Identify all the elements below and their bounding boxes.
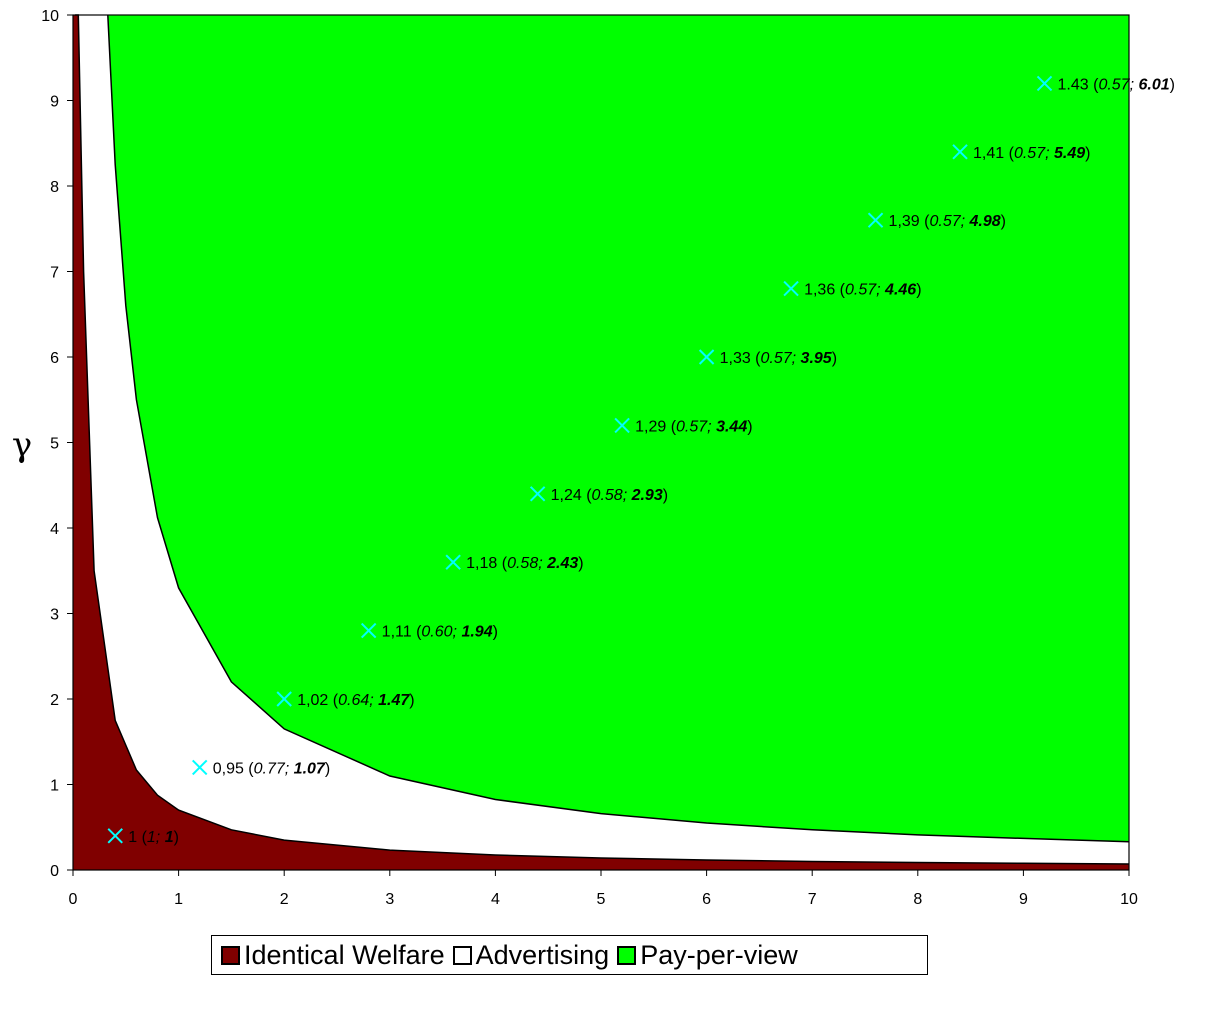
data-point-label: 1.43 (0.57; 6.01) — [1058, 76, 1175, 93]
data-point-marker — [529, 486, 546, 502]
data-point: 1,29 (0.57; 3.44) — [614, 417, 753, 435]
data-point-label: 1,24 (0.58; 2.93) — [551, 487, 668, 504]
data-point-marker — [192, 759, 208, 776]
data-point-label: 1,36 (0.57; 4.46) — [804, 282, 921, 299]
data-point-marker — [783, 280, 799, 297]
y-tick-label: 7 — [50, 265, 59, 282]
legend-label-pay-per-view: Pay-per-view — [640, 939, 798, 970]
data-point-marker — [360, 622, 377, 639]
x-tick-label: 0 — [69, 891, 78, 908]
y-tick-label: 2 — [50, 692, 59, 709]
data-point: 1.43 (0.57; 6.01) — [1036, 75, 1175, 93]
x-tick-label: 10 — [1120, 891, 1138, 908]
x-tick-label: 2 — [280, 891, 289, 908]
x-tick-label: 8 — [913, 891, 922, 908]
y-tick-label: 1 — [50, 778, 59, 795]
data-point: 1,24 (0.58; 2.93) — [529, 486, 668, 504]
data-point: 1,11 (0.60; 1.94) — [360, 622, 498, 641]
ticks-layer: 0 1 2 3 4 5 6 7 8 9 10 0 1 2 3 4 5 6 7 8 9 10 — [41, 8, 1138, 908]
data-point-label: 0,95 (0.77; 1.07) — [213, 760, 330, 777]
boundary-curve-advertising-payperview — [107, 14, 1130, 843]
y-tick-label: 9 — [50, 94, 59, 111]
y-tick-label: 10 — [41, 8, 59, 25]
points-layer: 1 (1; 1) 0,95 (0.77; 1.07) 1,02 (0.64; 1.4… — [107, 75, 1175, 846]
data-point-marker — [867, 212, 884, 228]
legend-item-identical-welfare: Identical Welfare — [221, 940, 445, 971]
data-point-marker — [445, 554, 461, 570]
data-point: 1 (1; 1) — [107, 828, 179, 846]
data-point: 1,33 (0.57; 3.95) — [698, 349, 837, 367]
y-tick-label: 6 — [50, 350, 59, 367]
regions-layer — [73, 15, 1129, 870]
data-point: 0,95 (0.77; 1.07) — [192, 759, 330, 777]
x-tick-label: 1 — [174, 891, 183, 908]
data-point-label: 1,41 (0.57; 5.49) — [973, 145, 1090, 162]
data-point-label: 1,39 (0.57; 4.98) — [889, 213, 1006, 230]
x-tick-label: 9 — [1019, 891, 1028, 908]
y-tick-label: 8 — [50, 179, 59, 196]
x-tick-label: 6 — [702, 891, 711, 908]
x-tick-label: 4 — [491, 891, 500, 908]
legend-swatch-identical-welfare — [221, 945, 240, 965]
data-point: 1,18 (0.58; 2.43) — [445, 554, 584, 572]
data-point-label: 1,18 (0.58; 2.43) — [466, 555, 583, 572]
x-tick-label: 7 — [808, 891, 817, 908]
data-point-label: 1,33 (0.57; 3.95) — [720, 350, 837, 367]
x-tick-label: 5 — [597, 891, 606, 908]
y-axis-label: γ — [12, 425, 32, 465]
data-point: 1,02 (0.64; 1.47) — [276, 691, 415, 709]
y-tick-label: 3 — [50, 607, 59, 624]
data-point-marker — [1036, 75, 1053, 92]
data-point: 1,41 (0.57; 5.49) — [952, 144, 1090, 162]
data-point-marker — [276, 691, 292, 707]
x-tick-label: 3 — [385, 891, 394, 908]
data-point: 1,36 (0.57; 4.46) — [783, 280, 922, 299]
legend-swatch-advertising — [452, 945, 472, 965]
y-tick-label: 0 — [50, 863, 59, 880]
legend-swatch-pay-per-view — [617, 945, 637, 965]
data-point-marker — [698, 349, 715, 365]
y-tick-label: 5 — [50, 436, 59, 453]
legend-label-identical-welfare: Identical Welfare — [244, 939, 445, 970]
data-point-marker — [952, 144, 968, 160]
region-advertising — [73, 15, 1129, 870]
data-point-label: 1,11 (0.60; 1.94) — [382, 624, 498, 641]
data-point-marker — [107, 828, 123, 844]
legend-item-pay-per-view: Pay-per-view — [617, 940, 798, 971]
y-tick-label: 4 — [50, 521, 59, 538]
legend-label-advertising: Advertising — [475, 939, 610, 970]
data-point-label: 1,29 (0.57; 3.44) — [635, 418, 752, 435]
boundary-curve-welfare-advertising — [75, 14, 1130, 865]
data-point-label: 1,02 (0.64; 1.47) — [297, 692, 414, 709]
data-point: 1,39 (0.57; 4.98) — [867, 212, 1006, 230]
data-point-label: 1 (1; 1) — [128, 829, 179, 846]
data-point-marker — [614, 417, 630, 434]
legend-item-advertising: Advertising — [452, 939, 610, 971]
legend: Identical Welfare Advertising Pay-per-vi… — [211, 935, 928, 975]
curves-layer — [75, 14, 1130, 865]
